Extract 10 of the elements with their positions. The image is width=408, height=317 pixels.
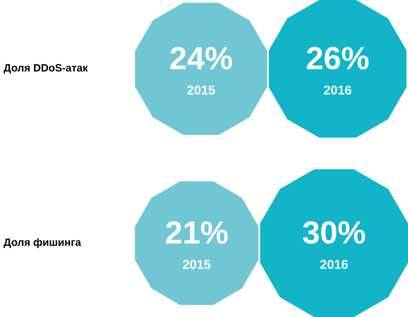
text: Доля фишинга bbox=[4, 238, 82, 248]
category-label: 2015 bbox=[187, 86, 215, 95]
text: Доля DDoS-атак bbox=[4, 64, 88, 74]
category-label: 2016 bbox=[324, 86, 352, 95]
data-label: 26% bbox=[306, 46, 369, 70]
data-label: 24% bbox=[170, 46, 232, 70]
data-label: 30% bbox=[303, 221, 366, 244]
category-label: 2015 bbox=[183, 260, 210, 269]
data-label: 21% bbox=[166, 221, 228, 244]
category-label: 2016 bbox=[320, 260, 348, 269]
